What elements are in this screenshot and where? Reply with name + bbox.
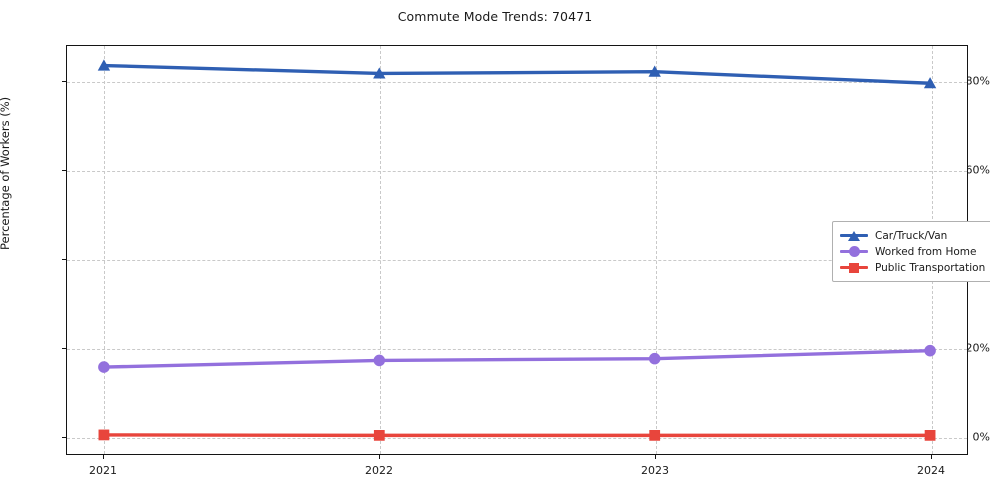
data-point-marker — [648, 352, 661, 365]
series-worked-from-home — [98, 344, 936, 373]
series-car-truck-van — [97, 59, 937, 89]
x-tick-label: 2021 — [89, 464, 117, 477]
y-tick-label: 0% — [972, 430, 990, 444]
series-layer — [97, 59, 937, 441]
x-tick-mark — [931, 455, 932, 459]
gridline-vertical — [104, 46, 105, 454]
data-point-marker — [924, 344, 936, 357]
y-tick-mark — [62, 80, 66, 82]
legend-label: Car/Truck/Van — [875, 229, 948, 242]
y-tick-mark — [62, 437, 66, 439]
data-point-marker — [649, 430, 661, 441]
legend-item[interactable]: Car/Truck/Van — [840, 228, 985, 243]
x-tick-mark — [655, 455, 656, 459]
series-line — [102, 63, 932, 85]
y-tick-label: 80% — [965, 74, 990, 88]
data-point-marker — [98, 361, 110, 373]
data-point-marker — [97, 59, 111, 71]
series-public-transportation — [98, 429, 936, 441]
gridline-vertical — [656, 46, 657, 454]
legend-swatch-icon — [840, 230, 868, 242]
legend-circle-icon — [848, 246, 860, 257]
x-tick-label: 2023 — [641, 464, 669, 477]
gridline-horizontal — [67, 259, 967, 261]
y-tick-mark — [62, 258, 66, 260]
chart-title: Commute Mode Trends: 70471 — [397, 9, 593, 24]
legend-triangle-icon — [848, 230, 860, 241]
data-point-marker — [648, 65, 661, 77]
legend-swatch-icon — [840, 246, 868, 258]
x-tick-mark — [103, 455, 104, 459]
data-point-marker — [98, 429, 110, 441]
y-tick-label: 20% — [965, 341, 990, 355]
x-tick-mark — [379, 455, 380, 459]
series-line — [102, 348, 932, 369]
gridline-horizontal — [67, 349, 967, 351]
data-point-marker — [924, 430, 936, 441]
y-tick-mark — [62, 348, 66, 350]
legend-label: Worked from Home — [875, 245, 977, 258]
y-tick-label: 60% — [965, 163, 990, 177]
gridline-horizontal — [67, 170, 967, 172]
y-tick-mark — [62, 169, 66, 171]
gridline-vertical — [380, 46, 381, 454]
data-point-marker — [923, 77, 937, 89]
legend-square-icon — [849, 262, 859, 273]
x-tick-label: 2022 — [365, 464, 393, 477]
gridline-horizontal — [67, 438, 967, 440]
legend-item[interactable]: Worked from Home — [840, 244, 985, 259]
chart-legend: Car/Truck/Van Worked from Home Public Tran… — [832, 221, 990, 282]
gridline-horizontal — [67, 81, 967, 83]
legend-item[interactable]: Public Transportation — [840, 260, 985, 275]
legend-label: Public Transportation — [875, 261, 986, 274]
data-point-marker — [373, 67, 386, 79]
legend-swatch-icon — [840, 262, 868, 274]
y-axis-label: Percentage of Workers (%) — [0, 96, 12, 250]
plot-area — [66, 45, 968, 455]
data-point-marker — [373, 354, 386, 367]
x-tick-label: 2024 — [917, 464, 945, 477]
data-point-marker — [373, 430, 385, 441]
